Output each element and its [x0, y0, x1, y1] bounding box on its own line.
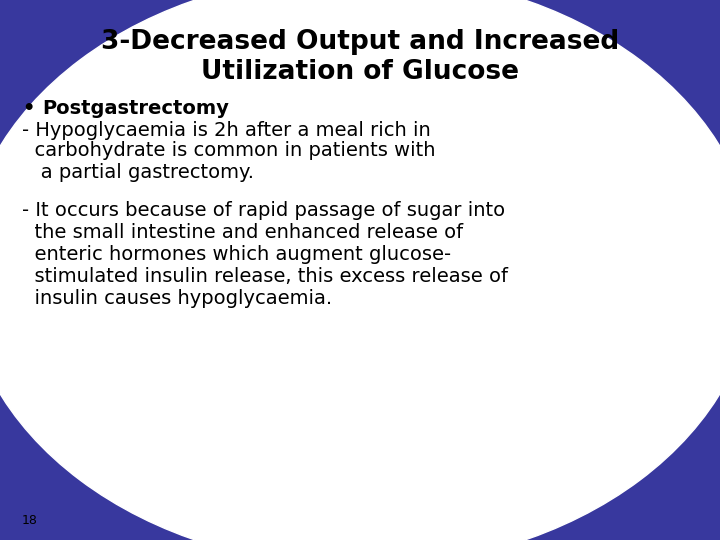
Ellipse shape	[38, 29, 682, 511]
Ellipse shape	[152, 114, 568, 426]
Ellipse shape	[315, 237, 405, 303]
Ellipse shape	[83, 62, 637, 478]
Ellipse shape	[291, 218, 429, 322]
Text: carbohydrate is common in patients with: carbohydrate is common in patients with	[22, 140, 436, 159]
Ellipse shape	[122, 92, 598, 448]
Ellipse shape	[325, 244, 395, 296]
Ellipse shape	[345, 259, 375, 281]
Ellipse shape	[162, 122, 558, 418]
Ellipse shape	[23, 17, 697, 523]
Ellipse shape	[9, 6, 711, 534]
Ellipse shape	[281, 211, 439, 329]
Ellipse shape	[231, 173, 489, 367]
Text: enteric hormones which augment glucose-: enteric hormones which augment glucose-	[22, 245, 451, 264]
Ellipse shape	[98, 73, 622, 467]
Text: - It occurs because of rapid passage of sugar into: - It occurs because of rapid passage of …	[22, 200, 505, 219]
Ellipse shape	[33, 25, 687, 515]
Ellipse shape	[241, 181, 479, 359]
Ellipse shape	[217, 163, 503, 377]
Ellipse shape	[276, 207, 444, 333]
Ellipse shape	[181, 136, 539, 404]
Ellipse shape	[197, 147, 523, 393]
Ellipse shape	[58, 44, 662, 496]
Ellipse shape	[93, 70, 627, 470]
Text: the small intestine and enhanced release of: the small intestine and enhanced release…	[22, 222, 463, 241]
Text: •: •	[22, 98, 35, 118]
Ellipse shape	[73, 55, 647, 485]
Text: insulin causes hypoglycaemia.: insulin causes hypoglycaemia.	[22, 288, 332, 307]
Ellipse shape	[261, 195, 459, 345]
Text: 3-Decreased Output and Increased: 3-Decreased Output and Increased	[101, 29, 619, 55]
Ellipse shape	[192, 144, 528, 396]
Ellipse shape	[48, 36, 672, 504]
Ellipse shape	[251, 188, 469, 352]
Ellipse shape	[102, 77, 618, 463]
Ellipse shape	[246, 185, 474, 355]
Ellipse shape	[222, 166, 498, 374]
Ellipse shape	[271, 203, 449, 337]
Ellipse shape	[14, 10, 706, 530]
Ellipse shape	[88, 66, 632, 474]
Ellipse shape	[147, 110, 573, 430]
Ellipse shape	[330, 248, 390, 292]
Ellipse shape	[167, 125, 553, 415]
Ellipse shape	[117, 88, 603, 452]
Ellipse shape	[186, 140, 534, 400]
Ellipse shape	[172, 129, 548, 411]
Ellipse shape	[19, 14, 701, 526]
Ellipse shape	[207, 155, 513, 385]
Text: 18: 18	[22, 514, 38, 526]
Ellipse shape	[350, 262, 370, 278]
Ellipse shape	[202, 151, 518, 389]
Ellipse shape	[236, 177, 484, 363]
Ellipse shape	[28, 21, 692, 519]
Ellipse shape	[138, 103, 582, 437]
Ellipse shape	[43, 32, 677, 508]
Text: - Hypoglycaemia is 2h after a meal rich in: - Hypoglycaemia is 2h after a meal rich …	[22, 120, 431, 139]
Ellipse shape	[296, 222, 424, 318]
Ellipse shape	[63, 47, 657, 493]
Ellipse shape	[256, 192, 464, 348]
Text: Utilization of Glucose: Utilization of Glucose	[201, 59, 519, 85]
Ellipse shape	[320, 240, 400, 300]
Ellipse shape	[157, 118, 563, 422]
Ellipse shape	[107, 80, 613, 460]
Ellipse shape	[310, 233, 410, 307]
Ellipse shape	[132, 99, 588, 441]
Text: a partial gastrectomy.: a partial gastrectomy.	[22, 163, 254, 181]
Ellipse shape	[177, 133, 543, 407]
Ellipse shape	[78, 58, 642, 482]
Ellipse shape	[305, 229, 415, 311]
Ellipse shape	[4, 3, 716, 537]
Ellipse shape	[127, 96, 593, 444]
Ellipse shape	[53, 40, 667, 500]
Ellipse shape	[286, 214, 434, 326]
Ellipse shape	[142, 106, 578, 433]
Ellipse shape	[112, 84, 608, 456]
Ellipse shape	[226, 170, 494, 370]
Ellipse shape	[340, 255, 380, 285]
Text: stimulated insulin release, this excess release of: stimulated insulin release, this excess …	[22, 267, 508, 286]
Ellipse shape	[212, 159, 508, 381]
Ellipse shape	[266, 199, 454, 341]
Ellipse shape	[68, 51, 652, 489]
Ellipse shape	[336, 252, 384, 288]
Ellipse shape	[355, 266, 365, 274]
Ellipse shape	[301, 226, 419, 314]
Text: Postgastrectomy: Postgastrectomy	[42, 98, 229, 118]
